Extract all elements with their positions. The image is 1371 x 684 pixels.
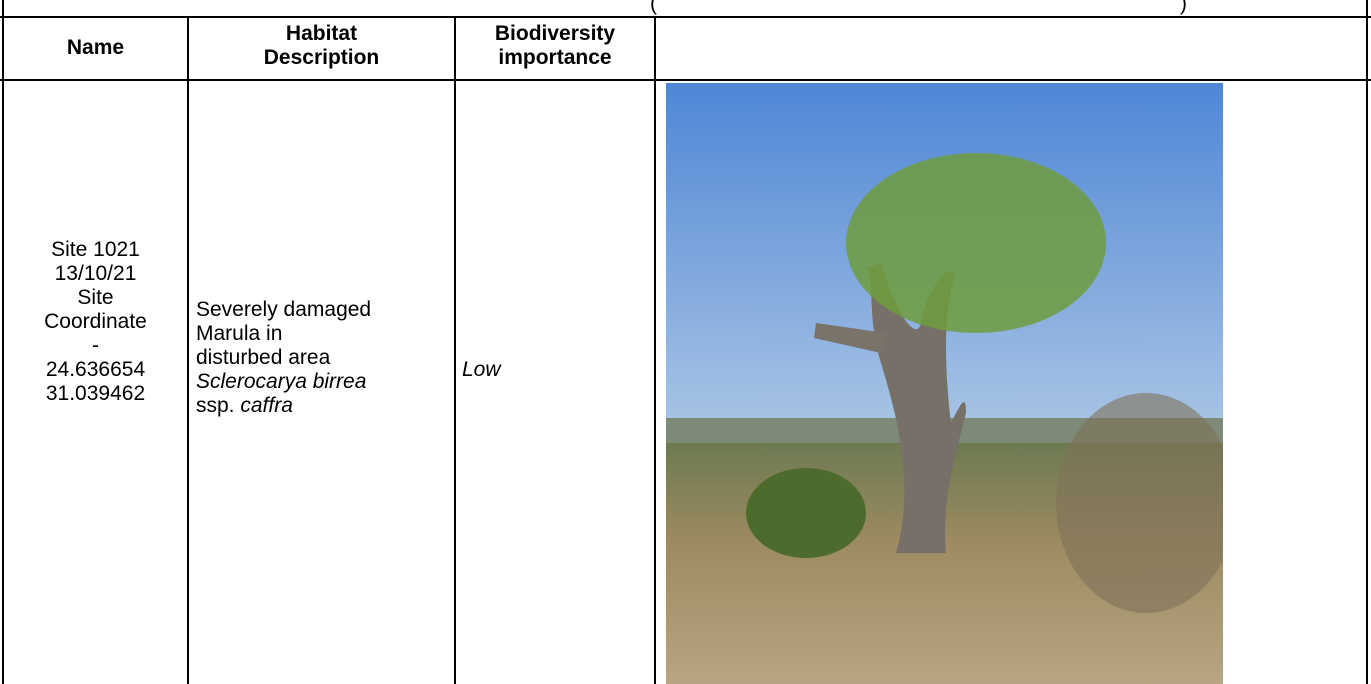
rule: [0, 79, 1371, 81]
name-line: 31.039462: [4, 382, 187, 406]
name-line: Site 1021: [4, 238, 187, 262]
habitat-text: Severely damaged: [196, 298, 371, 321]
rule: [1366, 0, 1368, 684]
habitat-text: Sclerocarya birrea: [196, 370, 366, 393]
habitat-text: ssp.: [196, 394, 235, 417]
name-line: -: [4, 334, 187, 358]
rule: [454, 17, 456, 684]
header-cell: Habitat Description: [189, 22, 454, 70]
cut-text: (: [650, 0, 657, 16]
importance: Low: [462, 358, 501, 381]
page: ( ) Name Habitat Description Biodiversit…: [0, 0, 1371, 684]
rule: [654, 17, 656, 684]
habitat-text: disturbed area: [196, 346, 330, 369]
header-cell: Name: [4, 36, 187, 60]
name-line: Coordinate: [4, 310, 187, 334]
habitat-text: caffra: [240, 394, 293, 417]
cut-text: ): [1180, 0, 1187, 16]
site-photo: [666, 83, 1223, 684]
habitat-line: Marula in: [196, 322, 451, 346]
habitat-line: Severely damaged: [196, 298, 451, 322]
name-line: Site: [4, 286, 187, 310]
name-line: 24.636654: [4, 358, 187, 382]
name-line: 13/10/21: [4, 262, 187, 286]
rule: [0, 16, 1371, 18]
habitat-line: disturbed area: [196, 346, 451, 370]
habitat-line: Sclerocarya birrea: [196, 370, 451, 394]
habitat-line: ssp. caffra: [196, 394, 451, 418]
importance-cell: Low: [462, 358, 501, 382]
rule: [187, 17, 189, 684]
habitat-text: Marula in: [196, 322, 282, 345]
header-cell: Biodiversity importance: [456, 22, 654, 70]
